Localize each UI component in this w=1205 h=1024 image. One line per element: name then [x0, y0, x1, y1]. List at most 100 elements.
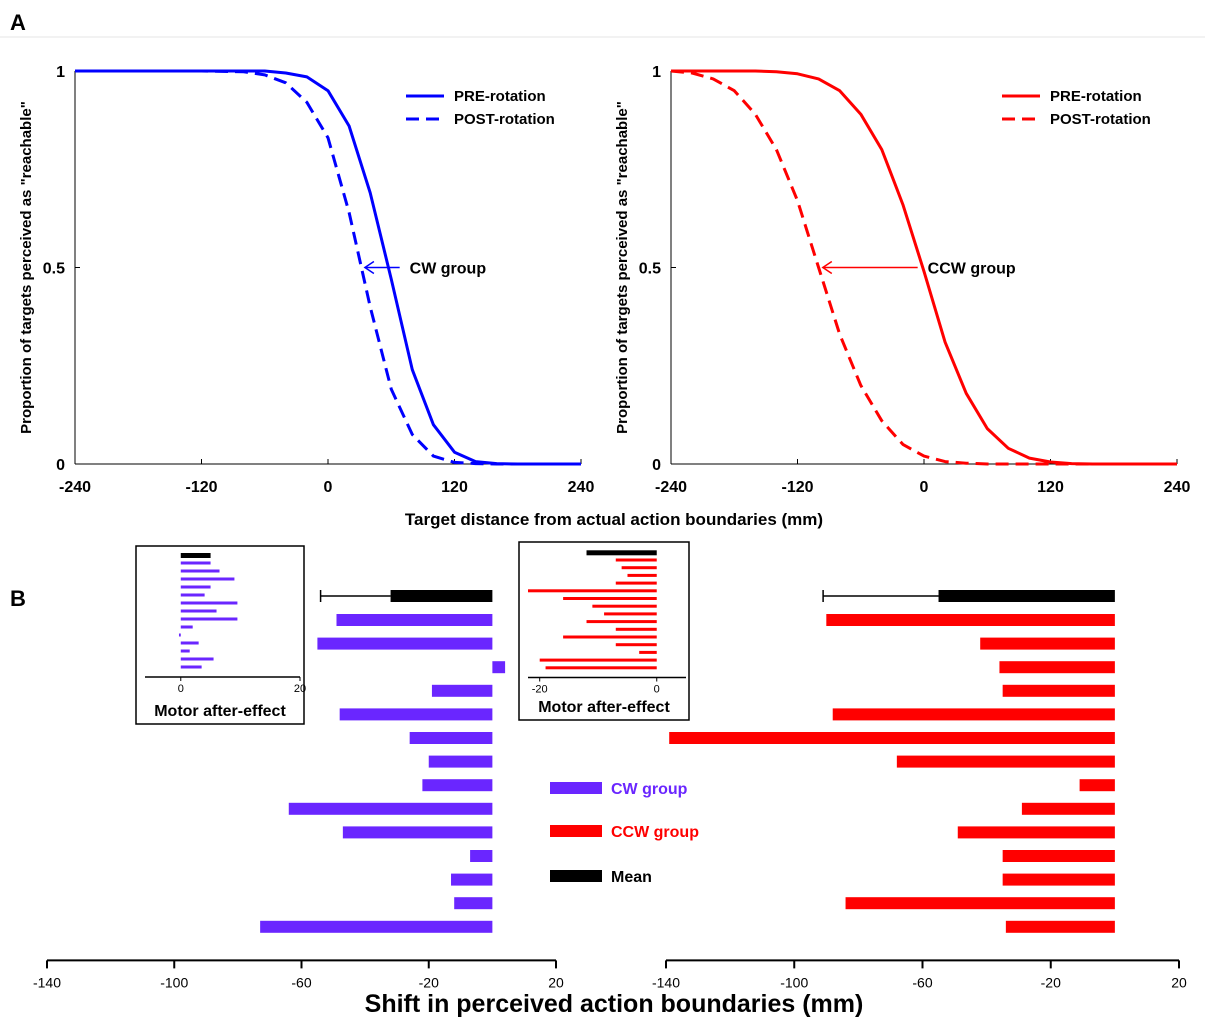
legend-mean-label: Mean	[611, 869, 652, 886]
b-cw-x-tick-label: 20	[548, 974, 564, 990]
chart-b-cw: -140 -100 -60 -20 20	[33, 590, 564, 990]
inset-ccw-bar	[539, 658, 657, 662]
inset-ccw-frame	[518, 541, 690, 721]
inset-cw-bar	[180, 625, 193, 629]
inset-ccw-x-tick-label: 0	[654, 684, 660, 696]
b-cw-bar	[422, 779, 493, 792]
b-ccw-x-tick-label: -20	[1041, 974, 1061, 990]
b-ccw-bar	[1079, 779, 1115, 792]
legend-b: CW group CCW group Mean	[550, 781, 699, 886]
legend-cw-swatch	[550, 782, 602, 794]
b-cw-bar	[336, 614, 493, 626]
inset-cw-bar	[180, 657, 214, 661]
b-ccw-bar	[1005, 920, 1115, 933]
b-cw-x-tick-label: -140	[33, 974, 61, 990]
inset-ccw-bar	[615, 581, 657, 585]
b-cw-bar	[260, 920, 493, 933]
inset-cw-bar	[180, 641, 199, 645]
inset-ccw-bar	[528, 589, 657, 593]
a-cw-shift-arrowhead	[363, 260, 375, 275]
b-cw-x-tick-label: -60	[291, 974, 311, 990]
b-cw-bar	[492, 661, 506, 674]
inset-ccw-mean-bar	[586, 550, 657, 556]
a-cw-x-tick-label: -240	[59, 479, 91, 496]
a-cw-y-tick-label: 0	[56, 457, 65, 474]
inset-ccw-bar	[615, 627, 657, 631]
b-cw-bar	[454, 897, 493, 910]
inset-cw-bar	[180, 617, 238, 621]
inset-cw-x-tick-label: 20	[294, 683, 306, 695]
b-cw-bar	[317, 637, 493, 650]
inset-cw-bar	[180, 585, 211, 589]
b-ccw-mean-bar	[938, 590, 1115, 602]
panel-b-xlabel: Shift in perceived action boundaries (mm…	[365, 990, 864, 1018]
inset-cw-bar	[180, 649, 190, 653]
b-cw-mean-bar	[390, 590, 493, 602]
chart-b-ccw: -140 -100 -60 -20 20	[652, 590, 1187, 990]
a-ccw-y-tick-label: 0.5	[639, 261, 661, 278]
b-ccw-bar	[1021, 802, 1115, 815]
a-ccw-y-label: Proportion of targets perceived as "reac…	[614, 101, 631, 434]
b-ccw-bar	[1002, 873, 1115, 886]
inset-ccw-bar	[621, 566, 657, 570]
a-ccw-x-tick-label: -240	[655, 479, 687, 496]
a-cw-x-tick-label: 120	[441, 479, 468, 496]
b-ccw-bar	[845, 897, 1115, 910]
inset-cw-bar	[180, 601, 238, 605]
inset-cw-bar	[180, 593, 205, 597]
a-ccw-x-tick-label: -120	[781, 479, 813, 496]
inset-ccw-bar	[586, 620, 657, 624]
panel-label-b: B	[10, 586, 26, 611]
inset-ccw-motor-after-effect: -20 0 Motor after-effect	[518, 541, 690, 721]
inset-ccw-title: Motor after-effect	[538, 699, 670, 716]
a-cw-series-post-line	[75, 69, 581, 466]
b-ccw-bar	[957, 826, 1115, 839]
b-ccw-bar	[826, 614, 1115, 626]
inset-cw-motor-after-effect: 0 20 Motor after-effect	[135, 545, 306, 725]
b-ccw-bar	[1002, 684, 1115, 697]
a-ccw-x-tick-label: 0	[920, 479, 929, 496]
a-ccw-x-tick-label: 120	[1037, 479, 1064, 496]
b-ccw-x-tick-label: -140	[652, 974, 680, 990]
b-cw-bar	[451, 873, 493, 886]
a-cw-y-tick-label: 1	[56, 64, 65, 81]
a-ccw-series-pre-line	[671, 69, 1177, 466]
inset-cw-bar	[180, 609, 217, 613]
inset-ccw-bar	[639, 650, 657, 654]
chart-a-ccw: -240 -120 0 120 240 0 0.5 1 Proportion of target…	[614, 64, 1190, 496]
a-cw-series-pre-line	[75, 69, 581, 466]
b-ccw-x-tick-label: 20	[1171, 974, 1187, 990]
b-ccw-bar	[669, 732, 1115, 744]
legend-cw-label: CW group	[611, 781, 688, 798]
b-cw-bar	[409, 732, 493, 744]
legend-ccw-swatch	[550, 825, 602, 837]
inset-cw-mean-bar	[180, 553, 211, 558]
inset-ccw-bar	[592, 604, 657, 608]
b-ccw-bar	[999, 661, 1115, 674]
a-cw-x-tick-label: 240	[568, 479, 595, 496]
legend-ccw-label: CCW group	[611, 824, 699, 841]
b-ccw-x-tick-label: -100	[780, 974, 808, 990]
a-ccw-series-post-line	[670, 69, 1177, 466]
a-ccw-y-tick-label: 1	[652, 64, 661, 81]
a-ccw-y-tick-label: 0	[652, 457, 661, 474]
a-cw-x-tick-label: 0	[324, 479, 333, 496]
inset-ccw-bar	[615, 558, 657, 562]
a-cw-legend-label: PRE-rotation	[454, 88, 546, 105]
b-ccw-bar	[980, 637, 1115, 650]
a-ccw-x-tick-label: 240	[1164, 479, 1191, 496]
a-ccw-legend-label: PRE-rotation	[1050, 88, 1142, 105]
inset-ccw-bar	[604, 612, 657, 616]
inset-ccw-bar	[627, 573, 657, 577]
b-cw-x-tick-label: -20	[419, 974, 439, 990]
inset-cw-x-tick-label: 0	[178, 683, 184, 695]
inset-cw-bar	[178, 633, 181, 637]
a-cw-y-label: Proportion of targets perceived as "reac…	[18, 101, 35, 434]
b-ccw-bar	[1002, 850, 1115, 862]
b-cw-bar	[431, 684, 493, 697]
a-cw-annotation: CW group	[410, 261, 487, 278]
b-cw-x-tick-label: -100	[160, 974, 188, 990]
b-cw-bar	[470, 850, 493, 862]
a-cw-x-tick-label: -120	[185, 479, 217, 496]
inset-cw-bar	[180, 569, 220, 573]
